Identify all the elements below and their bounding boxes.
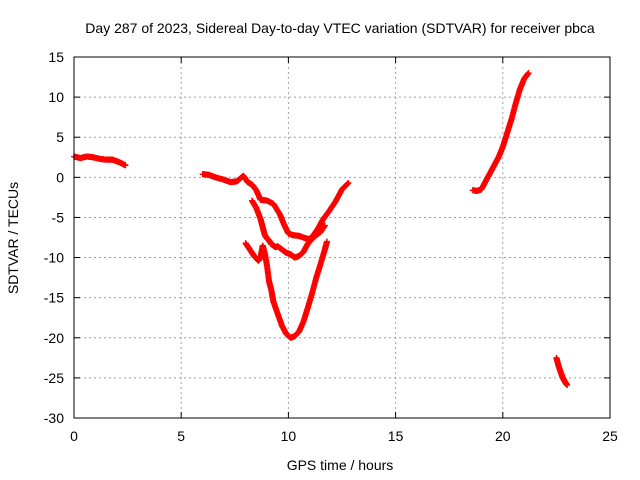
chart-title: Day 287 of 2023, Sidereal Day-to-day VTE…	[85, 20, 595, 36]
series-arc-2	[199, 171, 352, 243]
x-axis-label: GPS time / hours	[287, 457, 394, 473]
data-point	[564, 382, 571, 389]
y-tick-label: 0	[56, 169, 64, 185]
series-arc-6	[553, 354, 571, 389]
data-point	[345, 179, 352, 186]
y-tick-label: 10	[48, 89, 64, 105]
x-tick-label: 20	[495, 428, 511, 444]
y-tick-label: -30	[44, 410, 64, 426]
axes: 0 5 10 15 20 25 15 10 5 0 -5 -10 -15 -20 -25 -30	[44, 49, 618, 444]
series-arc-3	[248, 197, 328, 261]
x-tick-label: 15	[388, 428, 404, 444]
series-arc-5	[469, 70, 532, 194]
x-tick-label: 25	[602, 428, 618, 444]
y-tick-label: -25	[44, 370, 64, 386]
data-point	[323, 238, 330, 245]
series-arc-4	[242, 238, 330, 341]
y-tick-label: -10	[44, 250, 64, 266]
y-tick-label: -20	[44, 330, 64, 346]
y-tick-label: 5	[56, 129, 64, 145]
y-tick-label: -5	[52, 209, 65, 225]
data-point	[122, 162, 129, 169]
data-points	[71, 70, 571, 389]
y-axis-label: SDTVAR / TECUs	[5, 182, 21, 294]
x-tick-label: 0	[70, 428, 78, 444]
data-point	[321, 222, 328, 229]
grid	[74, 57, 610, 418]
plot-frame	[73, 56, 611, 419]
series-arc-1	[71, 153, 129, 169]
x-tick-label: 10	[281, 428, 297, 444]
data-point	[525, 70, 532, 77]
y-tick-label: 15	[48, 49, 64, 65]
y-tick-label: -15	[44, 290, 64, 306]
x-tick-label: 5	[177, 428, 185, 444]
